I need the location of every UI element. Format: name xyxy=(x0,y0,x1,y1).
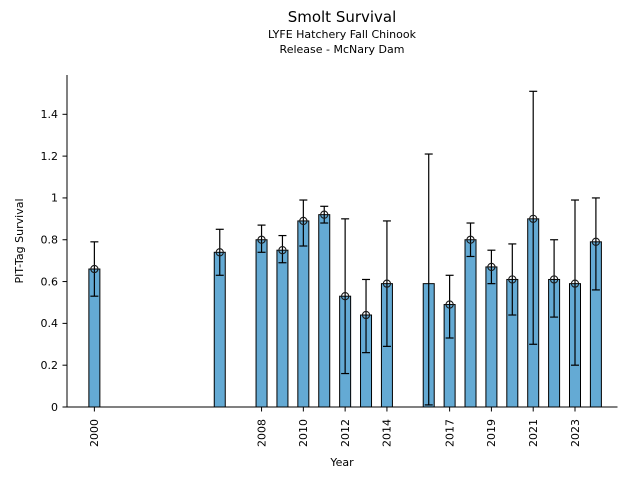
x-tick-label: 2017 xyxy=(443,419,456,447)
y-tick-label: 1.2 xyxy=(41,150,59,163)
x-tick-label: 2021 xyxy=(527,419,540,447)
x-tick-label: 2019 xyxy=(485,419,498,447)
point-marker xyxy=(487,262,496,272)
point-marker xyxy=(445,300,454,309)
point-marker xyxy=(591,237,601,246)
y-tick-label: 1.4 xyxy=(41,108,59,121)
point-marker xyxy=(466,235,475,244)
point-marker xyxy=(320,210,329,219)
point-marker xyxy=(549,275,559,284)
bar xyxy=(464,239,477,408)
bar xyxy=(318,214,331,408)
y-tick-label: 0.6 xyxy=(41,275,59,288)
point-marker xyxy=(90,264,99,274)
y-tick-label: 0.4 xyxy=(41,317,59,330)
chart-title: Smolt Survival xyxy=(287,8,397,26)
x-tick-label: 2012 xyxy=(339,419,352,447)
y-tick-label: 0.2 xyxy=(41,359,59,372)
x-tick-label: 2014 xyxy=(381,419,394,447)
point-marker xyxy=(508,275,517,284)
bar xyxy=(485,266,498,408)
bar xyxy=(297,220,310,408)
point-marker xyxy=(361,310,371,320)
point-marker xyxy=(382,279,392,288)
point-marker xyxy=(299,216,308,226)
y-tick-label: 1 xyxy=(51,192,58,205)
point-marker xyxy=(257,235,266,244)
point-marker xyxy=(215,248,224,257)
x-axis-label: Year xyxy=(330,456,354,469)
bar xyxy=(276,249,289,408)
y-axis-label: PIT-Tag Survival xyxy=(13,198,26,284)
chart-subtitle-line2: Release - McNary Dam xyxy=(279,43,405,56)
x-tick-label: 2023 xyxy=(569,419,582,447)
point-marker xyxy=(278,246,287,255)
x-tick-label: 2000 xyxy=(88,419,101,447)
chart-subtitle-line1: LYFE Hatchery Fall Chinook xyxy=(268,28,416,41)
y-tick-label: 0 xyxy=(51,401,58,414)
point-marker xyxy=(570,279,580,288)
point-marker xyxy=(340,292,350,301)
x-tick-label: 2010 xyxy=(297,419,310,447)
y-tick-label: 0.8 xyxy=(41,234,59,247)
point-marker xyxy=(529,214,538,223)
x-tick-label: 2008 xyxy=(255,419,268,447)
bar xyxy=(255,239,268,408)
chart-header: Smolt Survival LYFE Hatchery Fall Chinoo… xyxy=(67,8,617,57)
